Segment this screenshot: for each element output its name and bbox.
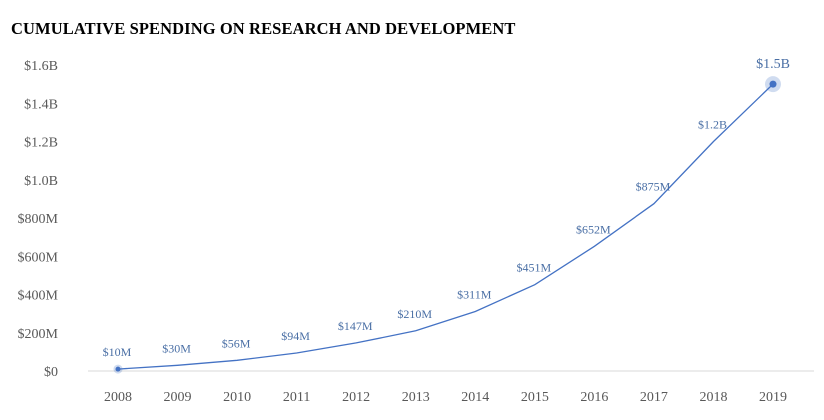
data-point xyxy=(115,366,121,372)
x-tick-label: 2019 xyxy=(759,390,787,405)
data-label: $94M xyxy=(281,329,310,343)
x-tick-label: 2010 xyxy=(223,390,251,405)
y-tick-label: $1.0B xyxy=(24,174,58,189)
chart-title: CUMULATIVE SPENDING ON RESEARCH AND DEVE… xyxy=(11,19,516,38)
data-label: $147M xyxy=(338,319,373,333)
data-label: $210M xyxy=(397,307,432,321)
y-tick-label: $400M xyxy=(18,289,59,304)
x-tick-label: 2011 xyxy=(283,390,310,405)
data-label: $10M xyxy=(103,345,132,359)
x-tick-label: 2009 xyxy=(164,390,192,405)
y-tick-label: $800M xyxy=(18,212,59,227)
data-label: $311M xyxy=(457,288,492,302)
data-label: $1.2B xyxy=(698,118,727,132)
x-tick-label: 2016 xyxy=(580,390,608,405)
data-label: $1.5B xyxy=(756,57,790,72)
y-tick-label: $1.6B xyxy=(24,59,58,74)
data-labels: $10M $30M $56M $94M $147M $210M $311M $451M $652… xyxy=(103,57,790,359)
data-point xyxy=(769,80,777,88)
x-tick-label: 2017 xyxy=(640,390,668,405)
data-label: $652M xyxy=(576,222,611,236)
data-label: $451M xyxy=(516,261,551,275)
data-label: $30M xyxy=(162,341,191,355)
x-tick-label: 2015 xyxy=(521,390,549,405)
x-tick-label: 2008 xyxy=(104,390,132,405)
data-label: $875M xyxy=(636,180,671,194)
y-tick-label: $1.2B xyxy=(24,136,58,151)
x-tick-label: 2018 xyxy=(699,390,727,405)
y-tick-label: $0 xyxy=(44,365,58,380)
x-tick-label: 2013 xyxy=(402,390,430,405)
x-tick-label: 2014 xyxy=(461,390,489,405)
y-tick-label: $200M xyxy=(18,327,59,342)
x-tick-label: 2012 xyxy=(342,390,370,405)
data-label: $56M xyxy=(222,336,251,350)
y-tick-label: $1.4B xyxy=(24,97,58,112)
y-axis-ticks: $0 $200M $400M $600M $800M $1.0B $1.2B $1.4B $1.… xyxy=(18,59,59,380)
x-axis-ticks: 2008 2009 2010 2011 2012 2013 2014 2015 2016 2017… xyxy=(104,390,787,405)
y-tick-label: $600M xyxy=(18,250,59,265)
data-points xyxy=(113,76,781,374)
series-line xyxy=(117,83,774,370)
